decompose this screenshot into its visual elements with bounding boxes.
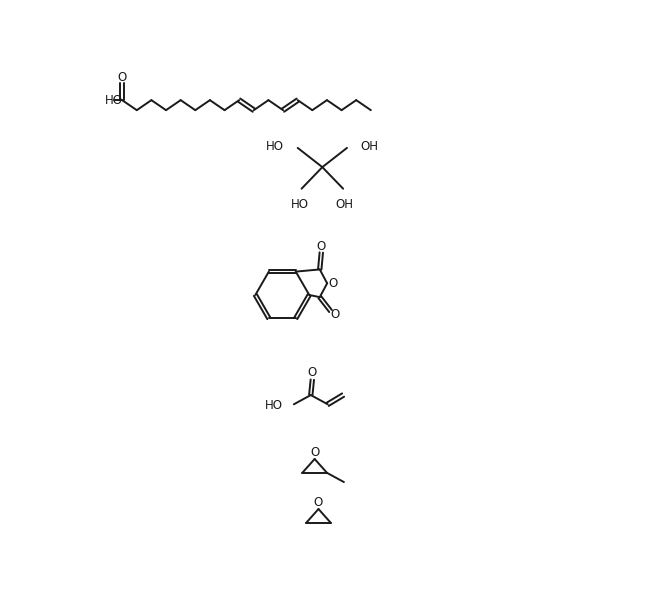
Text: OH: OH — [361, 140, 379, 153]
Text: O: O — [314, 495, 323, 509]
Text: HO: HO — [291, 198, 309, 211]
Text: O: O — [310, 445, 319, 459]
Text: O: O — [329, 277, 338, 290]
Text: O: O — [317, 240, 326, 253]
Text: HO: HO — [105, 94, 123, 107]
Text: O: O — [308, 366, 317, 379]
Text: OH: OH — [336, 198, 354, 211]
Text: O: O — [331, 307, 340, 321]
Text: HO: HO — [265, 400, 283, 412]
Text: HO: HO — [266, 140, 284, 153]
Text: O: O — [117, 71, 127, 84]
